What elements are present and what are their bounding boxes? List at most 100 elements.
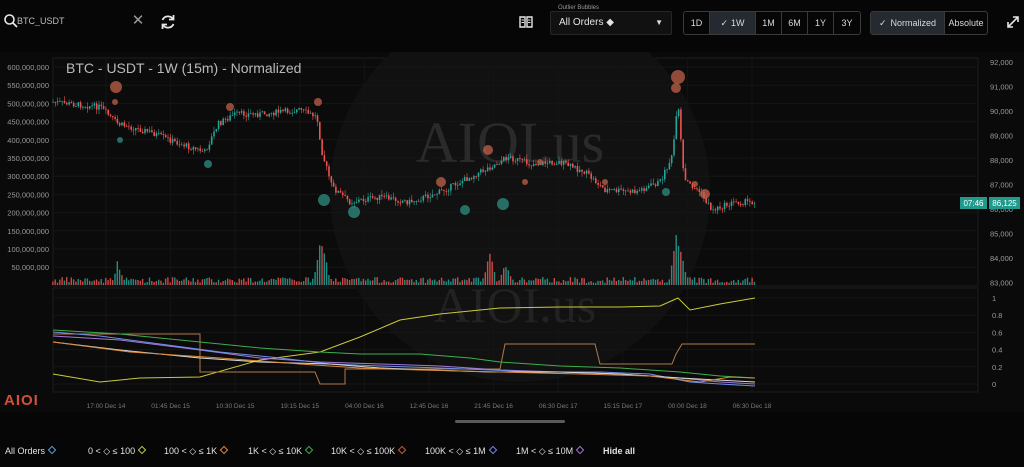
candle-body (240, 111, 243, 113)
candle-body (339, 190, 342, 193)
mode-button-normalized[interactable]: ✓ Normalized (871, 12, 945, 34)
order-size-legend: All Orders 0 < ◇ ≤ 100 100 < ◇ ≤ 1K 1K < ◇ … (0, 441, 1024, 461)
search-input[interactable] (17, 11, 132, 31)
volume-bar (528, 280, 530, 285)
candle-body (399, 202, 402, 204)
volume-bar (739, 282, 742, 285)
order-bubble (662, 188, 670, 196)
expand-icon[interactable] (1005, 14, 1021, 30)
candle-body (445, 191, 448, 192)
right-axis-tick: 90,000 (990, 107, 1013, 116)
legend-item-label: 1K < ◇ ≤ 10K (248, 446, 303, 456)
refresh-icon[interactable] (158, 12, 178, 32)
legend-item-1[interactable]: 0 < ◇ ≤ 100 (88, 441, 147, 461)
volume-bar (461, 280, 463, 285)
volume-bar (463, 279, 466, 285)
candle-body (316, 115, 319, 122)
candle-body (151, 130, 153, 133)
legend-item-3[interactable]: 1K < ◇ ≤ 10K (248, 441, 314, 461)
candle-body (606, 189, 609, 193)
volume-bar (480, 281, 482, 285)
candle-body (666, 169, 668, 170)
legend-item-6[interactable]: 1M < ◇ ≤ 10M (516, 441, 585, 461)
volume-bar (484, 272, 486, 285)
volume-bar (468, 278, 470, 285)
volume-bar (450, 281, 452, 285)
candle-body (641, 188, 643, 191)
right-axis-tick: 85,000 (990, 230, 1013, 239)
volume-bar (231, 280, 233, 285)
volume-bar (201, 279, 204, 285)
candle-body (289, 112, 291, 114)
candle-body (730, 201, 733, 206)
period-button-6m[interactable]: 6M (782, 12, 808, 34)
volume-bar (178, 280, 181, 285)
volume-bar (420, 278, 422, 285)
candle-body (114, 117, 116, 119)
volume-bar (118, 269, 121, 285)
legend-item-4[interactable]: 10K < ◇ ≤ 100K (331, 441, 407, 461)
volume-bar (693, 277, 696, 285)
candle-body (629, 190, 632, 193)
candle-body (231, 115, 234, 117)
legend-item-2[interactable]: 100 < ◇ ≤ 1K (164, 441, 229, 461)
volume-bar (227, 278, 229, 285)
candle-body (353, 202, 356, 204)
hide-all-button[interactable]: Hide all (603, 446, 636, 456)
book-icon[interactable] (518, 14, 534, 30)
volume-bar (199, 282, 201, 285)
volume-bar (197, 279, 199, 285)
volume-bar (86, 278, 89, 285)
candle-body (450, 183, 452, 191)
volume-bar (233, 281, 236, 285)
lower-axis-tick: 0.8 (992, 311, 1002, 320)
candle-body (183, 144, 185, 147)
period-button-1m[interactable]: 1M (756, 12, 782, 34)
legend-item-5[interactable]: 100K < ◇ ≤ 1M (425, 441, 497, 461)
candle-body (325, 161, 328, 167)
volume-bar (475, 277, 477, 285)
volume-bar (422, 277, 424, 285)
period-button-1y[interactable]: 1Y (808, 12, 834, 34)
volume-bar (210, 279, 213, 285)
brand-logo: AIOI (4, 392, 39, 409)
volume-bar (105, 277, 107, 285)
volume-bar (742, 280, 744, 285)
candle-body (595, 178, 597, 183)
candle-body (171, 138, 174, 143)
volume-bar (130, 278, 132, 285)
candle-body (532, 164, 535, 166)
price-volume-chart[interactable]: AIOI.us AIOI.us 600,000,000 550,000,000 50… (0, 52, 1024, 412)
period-button-1w[interactable]: ✓ 1W (710, 12, 756, 34)
candle-body (337, 190, 339, 193)
period-button-1d[interactable]: 1D (684, 12, 710, 34)
volume-bar (263, 281, 266, 285)
volume-bar (250, 278, 252, 285)
volume-bar (337, 281, 339, 285)
volume-bar (167, 277, 169, 285)
legend-diamond-icon (488, 445, 497, 455)
time-axis-tick: 00:00 Dec 18 (668, 403, 707, 410)
chart-scrollbar[interactable] (455, 420, 565, 423)
candle-body (638, 190, 641, 192)
volume-bar (323, 253, 325, 285)
volume-bar (535, 278, 537, 285)
candle-body (597, 182, 599, 185)
volume-bar (298, 281, 300, 285)
candle-body (680, 109, 682, 140)
candle-body (263, 111, 266, 115)
candle-body (454, 183, 457, 186)
chart-title: BTC - USDT - 1W (15m) - Normalized (66, 60, 302, 76)
legend-item-0[interactable]: All Orders (5, 441, 57, 461)
period-button-3y[interactable]: 3Y (834, 12, 860, 34)
clear-search-icon[interactable]: ✕ (131, 12, 145, 29)
mode-button-absolute[interactable]: Absolute (945, 12, 987, 34)
candle-body (723, 202, 726, 210)
order-size-select[interactable]: All Orders ◆ ▼ (550, 11, 672, 35)
left-axis-tick: 400,000,000 (7, 136, 49, 145)
candle-body (507, 157, 510, 161)
candle-body (567, 162, 569, 166)
candle-body (330, 176, 333, 183)
candle-body (480, 169, 482, 173)
left-axis-tick: 300,000,000 (7, 172, 49, 181)
